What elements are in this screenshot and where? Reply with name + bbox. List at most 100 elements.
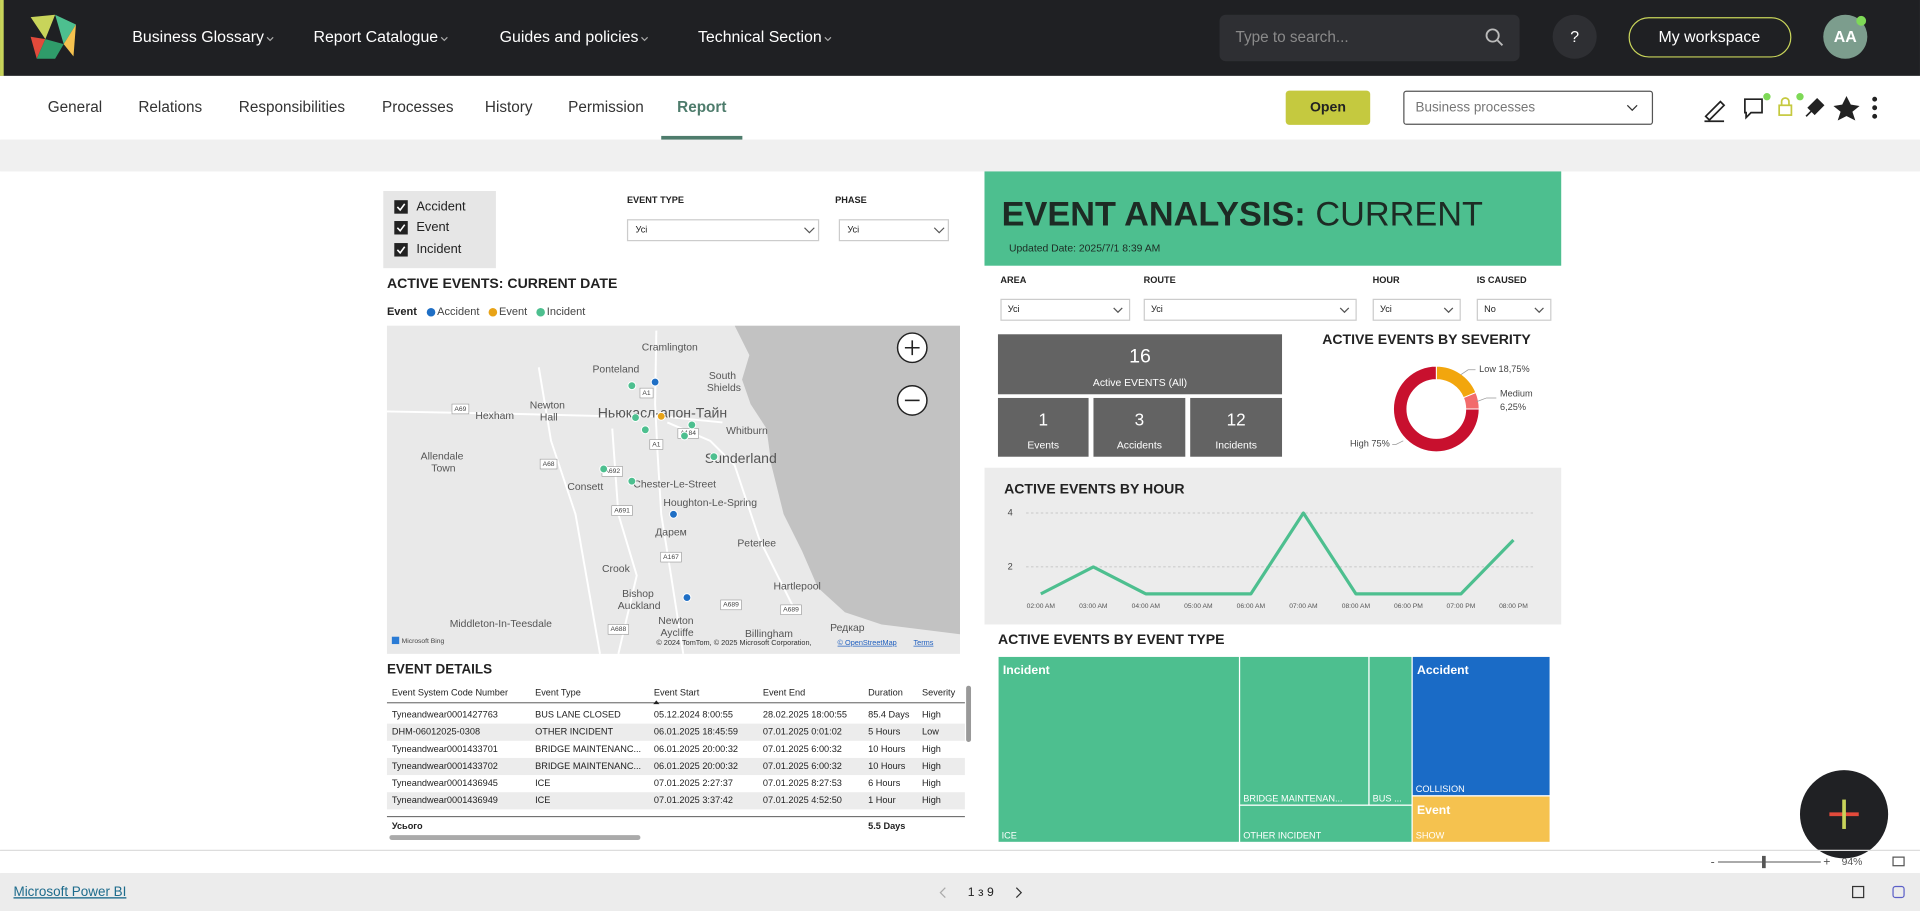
road-label: A167 (663, 554, 679, 561)
column-header[interactable]: Event Start (654, 687, 700, 697)
event-dot[interactable] (682, 593, 692, 602)
avatar[interactable] (1823, 14, 1868, 59)
map-label: Hartlepool (773, 581, 820, 592)
h-scrollbar[interactable] (389, 835, 641, 840)
checkbox[interactable] (394, 221, 408, 235)
next-page[interactable] (1015, 887, 1023, 898)
brand-link[interactable]: Microsoft Power BI (13, 884, 126, 899)
donut-slice[interactable] (1435, 365, 1477, 399)
workspace-button[interactable] (1628, 17, 1792, 58)
process-dropdown[interactable] (1403, 90, 1654, 125)
filter-dropdown[interactable] (1372, 298, 1461, 321)
map-label: Cramlington (642, 342, 698, 353)
map-label: Whitburn (726, 426, 768, 437)
tab[interactable]: Processes (382, 99, 454, 116)
event-dot[interactable] (599, 464, 609, 474)
treemap-cell[interactable] (997, 655, 1241, 844)
zoom-thumb[interactable] (1762, 855, 1766, 869)
osm-link[interactable]: © OpenStreetMap (838, 638, 897, 647)
checkbox-label: Incident (416, 241, 461, 256)
x-tick-label: 07:00 PM (1447, 603, 1476, 610)
tab[interactable]: General (48, 99, 102, 116)
cell-label: ICE (1002, 831, 1017, 841)
sort-arrow[interactable] (653, 700, 660, 705)
cell: 10 Hours (868, 761, 906, 771)
card-label: Active EVENTS (All) (1093, 378, 1187, 389)
report-title: EVENT ANALYSIS: CURRENT (1002, 196, 1483, 234)
help-button[interactable] (1552, 14, 1597, 59)
kpi-cards: 16 Active EVENTS (All) 1 Events 3 Accidents 12… (997, 334, 1283, 457)
treemap-cell[interactable] (1411, 655, 1551, 797)
road-label: A688 (611, 626, 627, 633)
zoom-minus[interactable]: - (1711, 854, 1715, 868)
tab[interactable]: Permission (568, 99, 644, 116)
map-label: Newton Aycliffe (658, 616, 694, 639)
cell-label: SHOW (1416, 831, 1445, 841)
cell: 07.01.2025 6:00:32 (763, 744, 842, 754)
filter-dropdown[interactable] (1143, 298, 1357, 321)
row-stripe (386, 792, 965, 810)
treemap-cell[interactable] (1238, 804, 1413, 844)
search-icon[interactable] (1485, 28, 1504, 46)
event-dot[interactable] (709, 452, 719, 462)
cell-label: COLLISION (1416, 784, 1465, 794)
terms-link[interactable]: Terms (913, 638, 933, 647)
treemap-cell[interactable] (1368, 655, 1413, 806)
share-icon[interactable] (1852, 885, 1865, 899)
fit-icon[interactable] (1892, 856, 1905, 867)
event-dot[interactable] (640, 425, 650, 435)
event-dot[interactable] (627, 381, 637, 391)
cell-label: OTHER INCIDENT (1243, 831, 1321, 841)
column-header[interactable]: Severity (922, 687, 956, 697)
event-dot[interactable] (669, 509, 678, 519)
nav-item[interactable]: Report Catalogue (313, 29, 438, 46)
logo[interactable] (30, 14, 76, 59)
group-label: Accident (1417, 663, 1469, 677)
event-dot[interactable] (680, 431, 689, 441)
zoom-plus[interactable]: + (1823, 854, 1830, 868)
donut-slice[interactable] (1393, 365, 1480, 453)
nav-item[interactable]: Business Glossary (132, 29, 264, 46)
treemap-cell[interactable] (1411, 795, 1551, 844)
map-label: Peterlee (737, 538, 776, 549)
treemap: ICE BRIDGE MAINTENAN... BUS ... OTHER INCID… (997, 655, 1551, 844)
v-scrollbar[interactable] (966, 685, 972, 743)
dropdown-text: Business processes (1416, 99, 1536, 114)
cell: Low (922, 727, 939, 737)
cell: OTHER INCIDENT (535, 727, 613, 737)
filter-label: AREA (1000, 275, 1026, 285)
tab[interactable]: Responsibilities (239, 99, 346, 116)
tab[interactable]: Report (677, 99, 726, 116)
notify-dot (1796, 93, 1804, 101)
event-dot[interactable] (631, 413, 640, 422)
event-dot[interactable] (627, 476, 637, 486)
filter-dropdown[interactable] (1000, 298, 1131, 321)
event-dot[interactable] (656, 411, 666, 421)
event-dot[interactable] (650, 377, 660, 387)
cell: High (922, 744, 941, 754)
checkbox[interactable] (394, 243, 408, 257)
filter-dropdown[interactable] (838, 219, 949, 242)
nav-item[interactable]: Technical Section (698, 29, 822, 46)
map-label: Sunderland (705, 450, 777, 466)
tab[interactable]: History (485, 99, 533, 116)
teams-icon[interactable] (1892, 885, 1905, 899)
filter-dropdown[interactable] (626, 219, 820, 242)
map-label: Crook (602, 564, 631, 575)
filter-dropdown[interactable] (1476, 298, 1552, 321)
search-box[interactable] (1219, 14, 1520, 62)
filter-value: Усі (1151, 304, 1163, 314)
treemap-cell[interactable] (1238, 655, 1370, 806)
column-header[interactable]: Event System Code Number (392, 687, 508, 697)
open-button[interactable] (1285, 90, 1371, 125)
column-header[interactable]: Event Type (535, 687, 581, 697)
column-header[interactable]: Duration (868, 687, 903, 697)
updated-date: Updated Date: 2025/7/1 8:39 AM (1009, 243, 1160, 254)
toolbar-icons[interactable] (1704, 96, 1878, 123)
prev-page[interactable] (939, 887, 946, 898)
tab[interactable]: Relations (138, 99, 202, 116)
column-header[interactable]: Event End (763, 687, 805, 697)
checkbox[interactable] (394, 200, 408, 214)
nav-item[interactable]: Guides and policies (500, 29, 639, 46)
event-dot[interactable] (687, 420, 697, 430)
